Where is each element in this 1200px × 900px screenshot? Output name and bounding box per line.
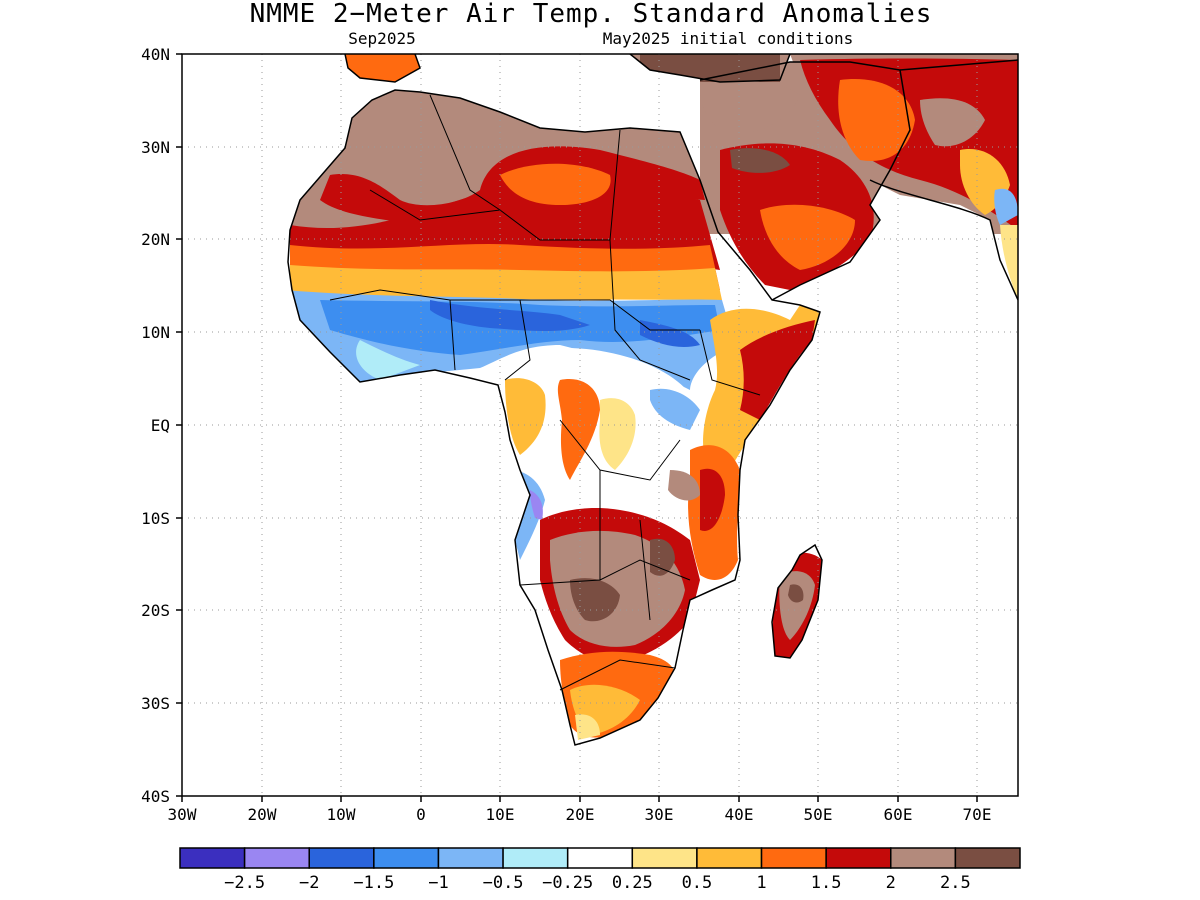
colorbar-swatch [760,847,827,869]
lat-tick-10s: 10S [141,509,170,528]
colorbar-swatch [179,847,246,869]
colorbar-swatch [825,847,892,869]
colorbar-label: −2.5 [224,873,265,893]
gridlines [182,54,1018,796]
colorbar-label: 1 [756,873,766,893]
lat-tick-20n: 20N [141,230,170,249]
colorbar-swatch [243,847,310,869]
lon-tick-50e: 50E [804,805,833,824]
colorbar-label: 0.25 [612,873,653,893]
lon-tick-20w: 20W [248,805,277,824]
lat-tick-40n: 40N [141,45,170,64]
lon-tick-40e: 40E [725,805,754,824]
lon-tick-10e: 10E [486,805,515,824]
colorbar-label: −0.5 [483,873,524,893]
lat-tick-20s: 20S [141,601,170,620]
colorbar-swatch [631,847,698,869]
initial-conditions: May2025 initial conditions [603,29,853,48]
colorbar-label: 2 [886,873,896,893]
lon-axis: 30W 20W 10W 0 10E 20E 30E 40E 50E 60E 70… [168,796,992,824]
colorbar-label: 0.5 [682,873,713,893]
lat-tick-10n: 10N [141,323,170,342]
lat-axis: 40N 30N 20N 10N EQ 10S 20S 30S 40S [141,45,182,806]
lat-tick-eq: EQ [151,416,170,435]
colorbar-label: 2.5 [940,873,971,893]
lon-tick-30w: 30W [168,805,197,824]
target-month: Sep2025 [348,29,415,48]
coastlines [287,54,1018,746]
colorbar-label: −0.25 [542,873,593,893]
colorbar-swatch [502,847,569,869]
colorbar-swatch [373,847,440,869]
colorbar-label: −1.5 [353,873,394,893]
anomaly-field [288,54,1018,740]
lat-tick-30n: 30N [141,138,170,157]
country-borders [329,94,761,691]
colorbar: −2.5 −2 −1.5 −1 −0.5 −0.25 0.25 0.5 1 1.5 2 2.5 [179,847,1021,893]
colorbar-swatch [566,847,634,869]
colorbar-swatch [437,847,504,869]
map-panel [182,54,1018,796]
map-title: NMME 2−Meter Air Temp. Standard Anomalie… [250,0,933,29]
colorbar-label: −2 [299,873,319,893]
lon-tick-70e: 70E [963,805,992,824]
lat-tick-30s: 30S [141,694,170,713]
lon-tick-60e: 60E [884,805,913,824]
colorbar-swatch [890,847,957,869]
colorbar-swatch [954,847,1021,869]
colorbar-swatch [696,847,763,869]
colorbar-label: −1 [428,873,448,893]
lon-tick-10w: 10W [327,805,356,824]
lon-tick-20e: 20E [566,805,595,824]
colorbar-label: 1.5 [811,873,842,893]
lon-tick-0: 0 [416,805,426,824]
colorbar-swatch [308,847,375,869]
lat-tick-40s: 40S [141,787,170,806]
lon-tick-30e: 30E [645,805,674,824]
